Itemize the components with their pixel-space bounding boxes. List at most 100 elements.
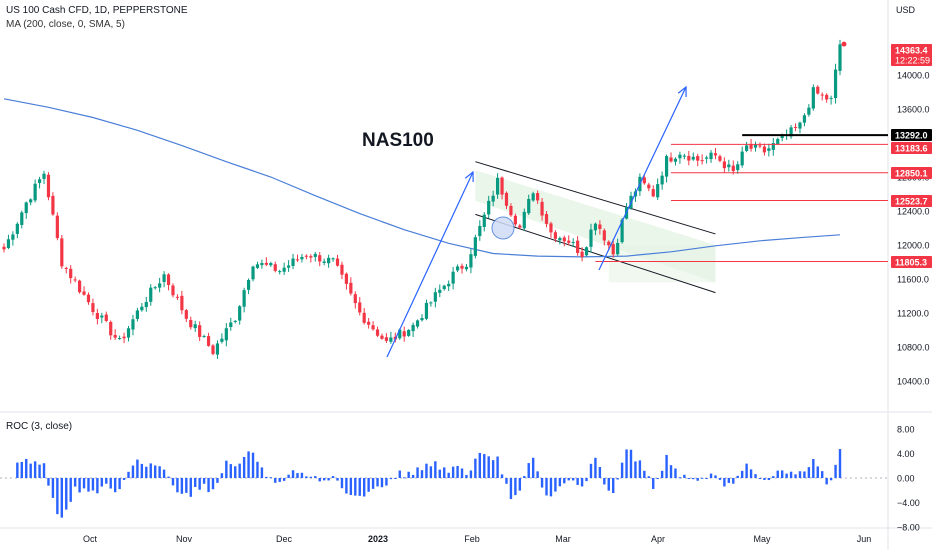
candle-body xyxy=(135,310,140,319)
roc-bar xyxy=(536,471,539,478)
y-tick-label: 14000.0 xyxy=(897,71,930,81)
roc-bar xyxy=(776,470,779,478)
candle-body xyxy=(109,321,113,336)
candle-body xyxy=(487,200,491,215)
price-tag xyxy=(891,44,932,66)
roc-bar xyxy=(278,478,281,482)
roc-bar xyxy=(162,469,166,478)
roc-bar xyxy=(16,462,19,478)
price-tag-label: 13183.6 xyxy=(895,144,928,154)
candle-body xyxy=(171,285,175,296)
candle-body xyxy=(313,253,317,257)
roc-bar xyxy=(563,478,566,484)
price-tag xyxy=(891,256,932,268)
candle-body xyxy=(220,338,224,342)
roc-bar xyxy=(718,478,722,480)
roc-bar xyxy=(652,478,655,489)
candle-body xyxy=(37,179,42,183)
roc-bar xyxy=(274,478,277,483)
candle-body xyxy=(144,301,148,308)
candle-body xyxy=(740,151,744,166)
roc-bar xyxy=(20,461,23,478)
roc-bar xyxy=(523,476,526,478)
roc-bar xyxy=(780,470,784,478)
roc-bar xyxy=(438,469,441,478)
y-tick-label: 10400.0 xyxy=(897,377,930,387)
candle-body xyxy=(562,237,566,242)
roc-bar xyxy=(318,478,321,482)
roc-bar xyxy=(794,474,797,478)
candle-body xyxy=(722,161,726,169)
candle-body xyxy=(358,302,362,313)
roc-bar xyxy=(251,452,255,478)
candle-body xyxy=(420,318,424,321)
candle-body xyxy=(825,94,829,100)
candle-body xyxy=(833,69,838,99)
roc-bar xyxy=(51,478,55,498)
candle-body xyxy=(371,325,375,330)
x-tick-label: Apr xyxy=(651,534,665,544)
roc-bar xyxy=(834,464,837,478)
roc-bar xyxy=(420,470,424,478)
candle-body xyxy=(700,160,704,162)
roc-bar xyxy=(509,478,513,500)
x-tick-label: Jun xyxy=(857,534,872,544)
y-tick-label: 13600.0 xyxy=(897,105,930,115)
candle-body xyxy=(749,144,753,149)
candle-body xyxy=(451,271,455,284)
roc-bar xyxy=(194,478,197,487)
roc-bar xyxy=(242,456,246,478)
candle-body xyxy=(567,240,571,243)
candle-body xyxy=(798,122,802,129)
price-tag-label: 13292.0 xyxy=(895,131,928,141)
candle-body xyxy=(33,183,37,201)
roc-bar xyxy=(345,478,348,494)
candle-body xyxy=(678,154,682,159)
candle-body xyxy=(820,94,824,96)
roc-bar xyxy=(451,466,455,478)
candle-body xyxy=(767,148,771,151)
candle-body xyxy=(491,195,495,202)
candle-body xyxy=(415,320,420,327)
roc-bar xyxy=(82,478,86,489)
roc-bar xyxy=(394,478,397,479)
roc-bar xyxy=(176,478,179,493)
candle-body xyxy=(291,258,295,266)
roc-bar xyxy=(616,478,619,480)
y-tick-label: 11600.0 xyxy=(897,275,929,285)
roc-bar xyxy=(145,466,148,478)
roc-bar xyxy=(425,463,428,478)
roc-bar xyxy=(491,460,495,478)
candle-body xyxy=(509,206,513,216)
candle-body xyxy=(91,303,95,313)
candle-body xyxy=(531,193,535,201)
candle-body xyxy=(736,164,740,171)
roc-bar xyxy=(153,465,157,478)
roc-bar xyxy=(709,473,713,478)
candle-body xyxy=(549,223,553,233)
ma-legend: MA (200, close, 0, SMA, 5) xyxy=(6,19,125,30)
candle-body xyxy=(402,331,406,337)
roc-bar xyxy=(558,478,562,487)
roc-bar xyxy=(674,468,677,478)
roc-bar xyxy=(282,478,286,481)
x-tick-label: Feb xyxy=(464,534,480,544)
uptrend-arrow-2 xyxy=(598,86,687,271)
price-tag-label: 11805.3 xyxy=(895,258,927,268)
candle-body xyxy=(473,237,477,256)
candle-body xyxy=(816,86,820,94)
candle-body xyxy=(51,195,55,215)
roc-bar xyxy=(812,458,815,478)
chart-annotation: NAS100 xyxy=(362,130,434,151)
candle-body xyxy=(669,157,673,162)
candle-body xyxy=(69,268,73,279)
roc-bar xyxy=(447,472,450,478)
candle-body xyxy=(793,126,798,128)
roc-bar xyxy=(483,454,486,478)
roc-bar xyxy=(772,476,775,478)
candle-body xyxy=(6,239,11,249)
roc-bar xyxy=(202,478,206,484)
candle-body xyxy=(811,87,815,109)
candle-body xyxy=(327,257,331,264)
